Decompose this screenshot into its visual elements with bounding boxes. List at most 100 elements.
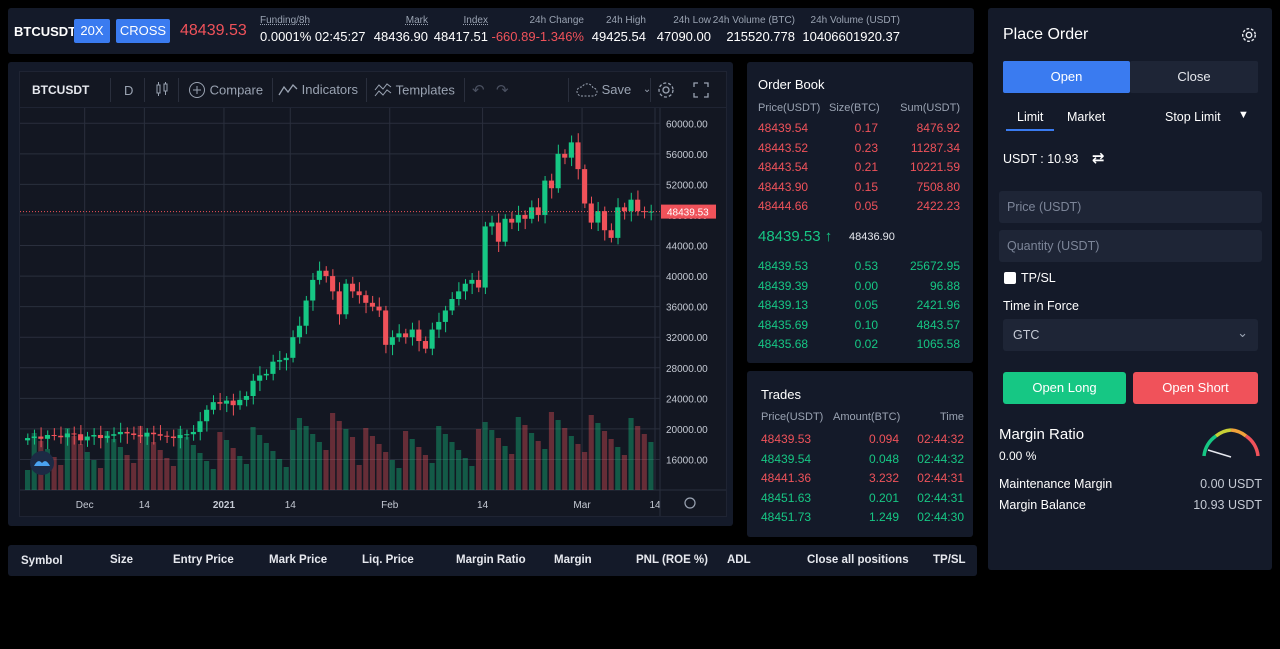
- quantity-input[interactable]: Quantity (USDT): [999, 230, 1262, 262]
- fullscreen-icon[interactable]: [692, 81, 710, 102]
- leverage-button[interactable]: 20X: [74, 19, 110, 43]
- arrow-up-icon: ↑: [824, 228, 833, 245]
- candle-body: [170, 436, 177, 439]
- vol-usdt-stat: 24h Volume (USDT) 10406601920.37: [802, 15, 900, 44]
- ob-bid-price: 48439.13: [758, 298, 809, 313]
- toolbar-divider: [464, 78, 465, 102]
- volume-bar: [535, 441, 541, 490]
- ob-bid-row[interactable]: 48435.69 0.10 4843.57: [747, 318, 973, 337]
- ob-ask-row[interactable]: 48443.90 0.15 7508.80: [747, 180, 973, 199]
- candle-type-icon[interactable]: [154, 81, 170, 100]
- candle-body: [157, 434, 163, 436]
- candle-body: [84, 436, 90, 441]
- x-tick-label: 2021: [213, 500, 236, 511]
- last-price-label: 48439.53: [667, 208, 709, 219]
- templates-label: Templates: [395, 82, 455, 98]
- redo-icon[interactable]: ↷: [496, 82, 509, 99]
- undo-icon[interactable]: ↶: [472, 82, 485, 99]
- ob-bid-sum: 2421.96: [916, 298, 960, 313]
- ob-ask-row[interactable]: 48444.66 0.05 2422.23: [747, 199, 973, 218]
- compare-button[interactable]: Compare: [188, 81, 263, 99]
- col-liq-price: Liq. Price: [362, 554, 414, 566]
- save-button[interactable]: Save ⌄: [576, 81, 651, 98]
- ob-ask-size: 0.21: [854, 160, 878, 175]
- margin-mode-button[interactable]: CROSS: [116, 19, 170, 43]
- interval-button[interactable]: D: [124, 83, 134, 98]
- change-label: 24h Change: [529, 15, 585, 26]
- volume-bar: [250, 427, 256, 490]
- candle-body: [217, 402, 223, 404]
- ob-ask-row[interactable]: 48443.54 0.21 10221.59: [747, 160, 973, 179]
- tpsl-checkbox[interactable]: [1004, 272, 1016, 284]
- last-price: 48439.53: [180, 22, 247, 39]
- margin-ratio-label: Margin Ratio: [999, 426, 1085, 443]
- x-tick-label: 14: [139, 500, 151, 511]
- x-tick-label: 14: [477, 500, 489, 511]
- ob-bid-size: 0.53: [854, 259, 878, 273]
- candle-body: [542, 180, 548, 215]
- close-all-positions-button[interactable]: Close all positions: [807, 554, 909, 566]
- col-mark-price: Mark Price: [269, 554, 328, 566]
- volume-bar: [562, 428, 568, 490]
- y-tick-label: 20000.00: [666, 425, 708, 436]
- maintenance-margin-row: Maintenance Margin 0.00 USDT: [999, 477, 1262, 491]
- order-settings-gear-icon[interactable]: [1240, 26, 1258, 49]
- volume-bar: [601, 431, 608, 490]
- volume-bar: [396, 468, 402, 490]
- candle-body: [502, 218, 508, 242]
- candle-body: [237, 399, 243, 406]
- volume-bar: [210, 469, 216, 490]
- ob-bid-row[interactable]: 48439.13 0.05 2421.96: [747, 298, 973, 317]
- chart-area[interactable]: BTCUSDT D Compare Indicators Templates: [19, 71, 727, 517]
- candle-body: [144, 432, 150, 437]
- volume-bar: [502, 446, 508, 490]
- trade-amount: 1.249: [868, 510, 899, 525]
- ob-bid-size: 0.00: [854, 278, 878, 293]
- settings-gear-icon[interactable]: [656, 80, 676, 103]
- open-short-button[interactable]: Open Short: [1133, 372, 1258, 404]
- indicators-button[interactable]: Indicators: [278, 81, 358, 98]
- ob-ask-row[interactable]: 48443.52 0.23 11287.34: [747, 141, 973, 160]
- candlestick-chart[interactable]: 60000.0056000.0052000.0048000.0044000.00…: [20, 108, 726, 516]
- volume-bar: [283, 467, 289, 490]
- candle-body: [210, 402, 216, 410]
- volume-bar: [111, 439, 117, 490]
- volume-bar: [608, 439, 614, 490]
- candle-body: [64, 433, 70, 438]
- stop-limit-tab[interactable]: Stop Limit: [1165, 110, 1221, 124]
- volume-bar: [416, 447, 422, 490]
- transfer-icon[interactable]: ⇄: [1092, 150, 1105, 167]
- volume-bar: [296, 418, 303, 490]
- volume-bar: [648, 442, 654, 490]
- ob-bid-row[interactable]: 48435.68 0.02 1065.58: [747, 337, 973, 356]
- volume-bar: [270, 451, 276, 490]
- candle-body: [436, 321, 442, 330]
- caret-down-icon[interactable]: ▼: [1238, 109, 1249, 121]
- close-tab[interactable]: Close: [1130, 61, 1258, 93]
- ticker-symbol[interactable]: BTCUSDT: [14, 24, 77, 39]
- price-input[interactable]: Price (USDT): [999, 191, 1262, 223]
- volume-bar: [330, 413, 336, 490]
- trade-row: 48451.73 1.249 02:44:30: [747, 510, 973, 529]
- open-long-button[interactable]: Open Long: [1003, 372, 1126, 404]
- limit-tab[interactable]: Limit: [1017, 110, 1044, 124]
- templates-button[interactable]: Templates: [374, 81, 455, 99]
- ob-ask-row[interactable]: 48439.54 0.17 8476.92: [747, 121, 973, 140]
- chart-symbol[interactable]: BTCUSDT: [32, 83, 90, 97]
- ob-bid-sum: 1065.58: [916, 337, 960, 352]
- y-tick-label: 56000.00: [666, 150, 708, 161]
- margin-gauge-icon: [1202, 428, 1260, 458]
- low-stat: 24h Low 47090.00: [657, 15, 711, 44]
- trade-price: 48451.63: [761, 490, 812, 505]
- ob-bid-row[interactable]: 48439.39 0.00 96.88: [747, 279, 973, 298]
- candle-body: [535, 207, 541, 215]
- time-in-force-select[interactable]: GTC ⌄: [1003, 319, 1258, 351]
- candle-body: [323, 270, 329, 277]
- candle-body: [51, 434, 57, 436]
- open-tab[interactable]: Open: [1003, 61, 1130, 93]
- market-tab[interactable]: Market: [1067, 110, 1106, 124]
- ob-header-price: Price(USDT): [758, 102, 821, 114]
- change-stat: 24h Change -660.89-1.346%: [491, 15, 584, 44]
- indicators-label: Indicators: [301, 82, 358, 98]
- ob-bid-row[interactable]: 48439.53 0.53 25672.95: [747, 259, 973, 278]
